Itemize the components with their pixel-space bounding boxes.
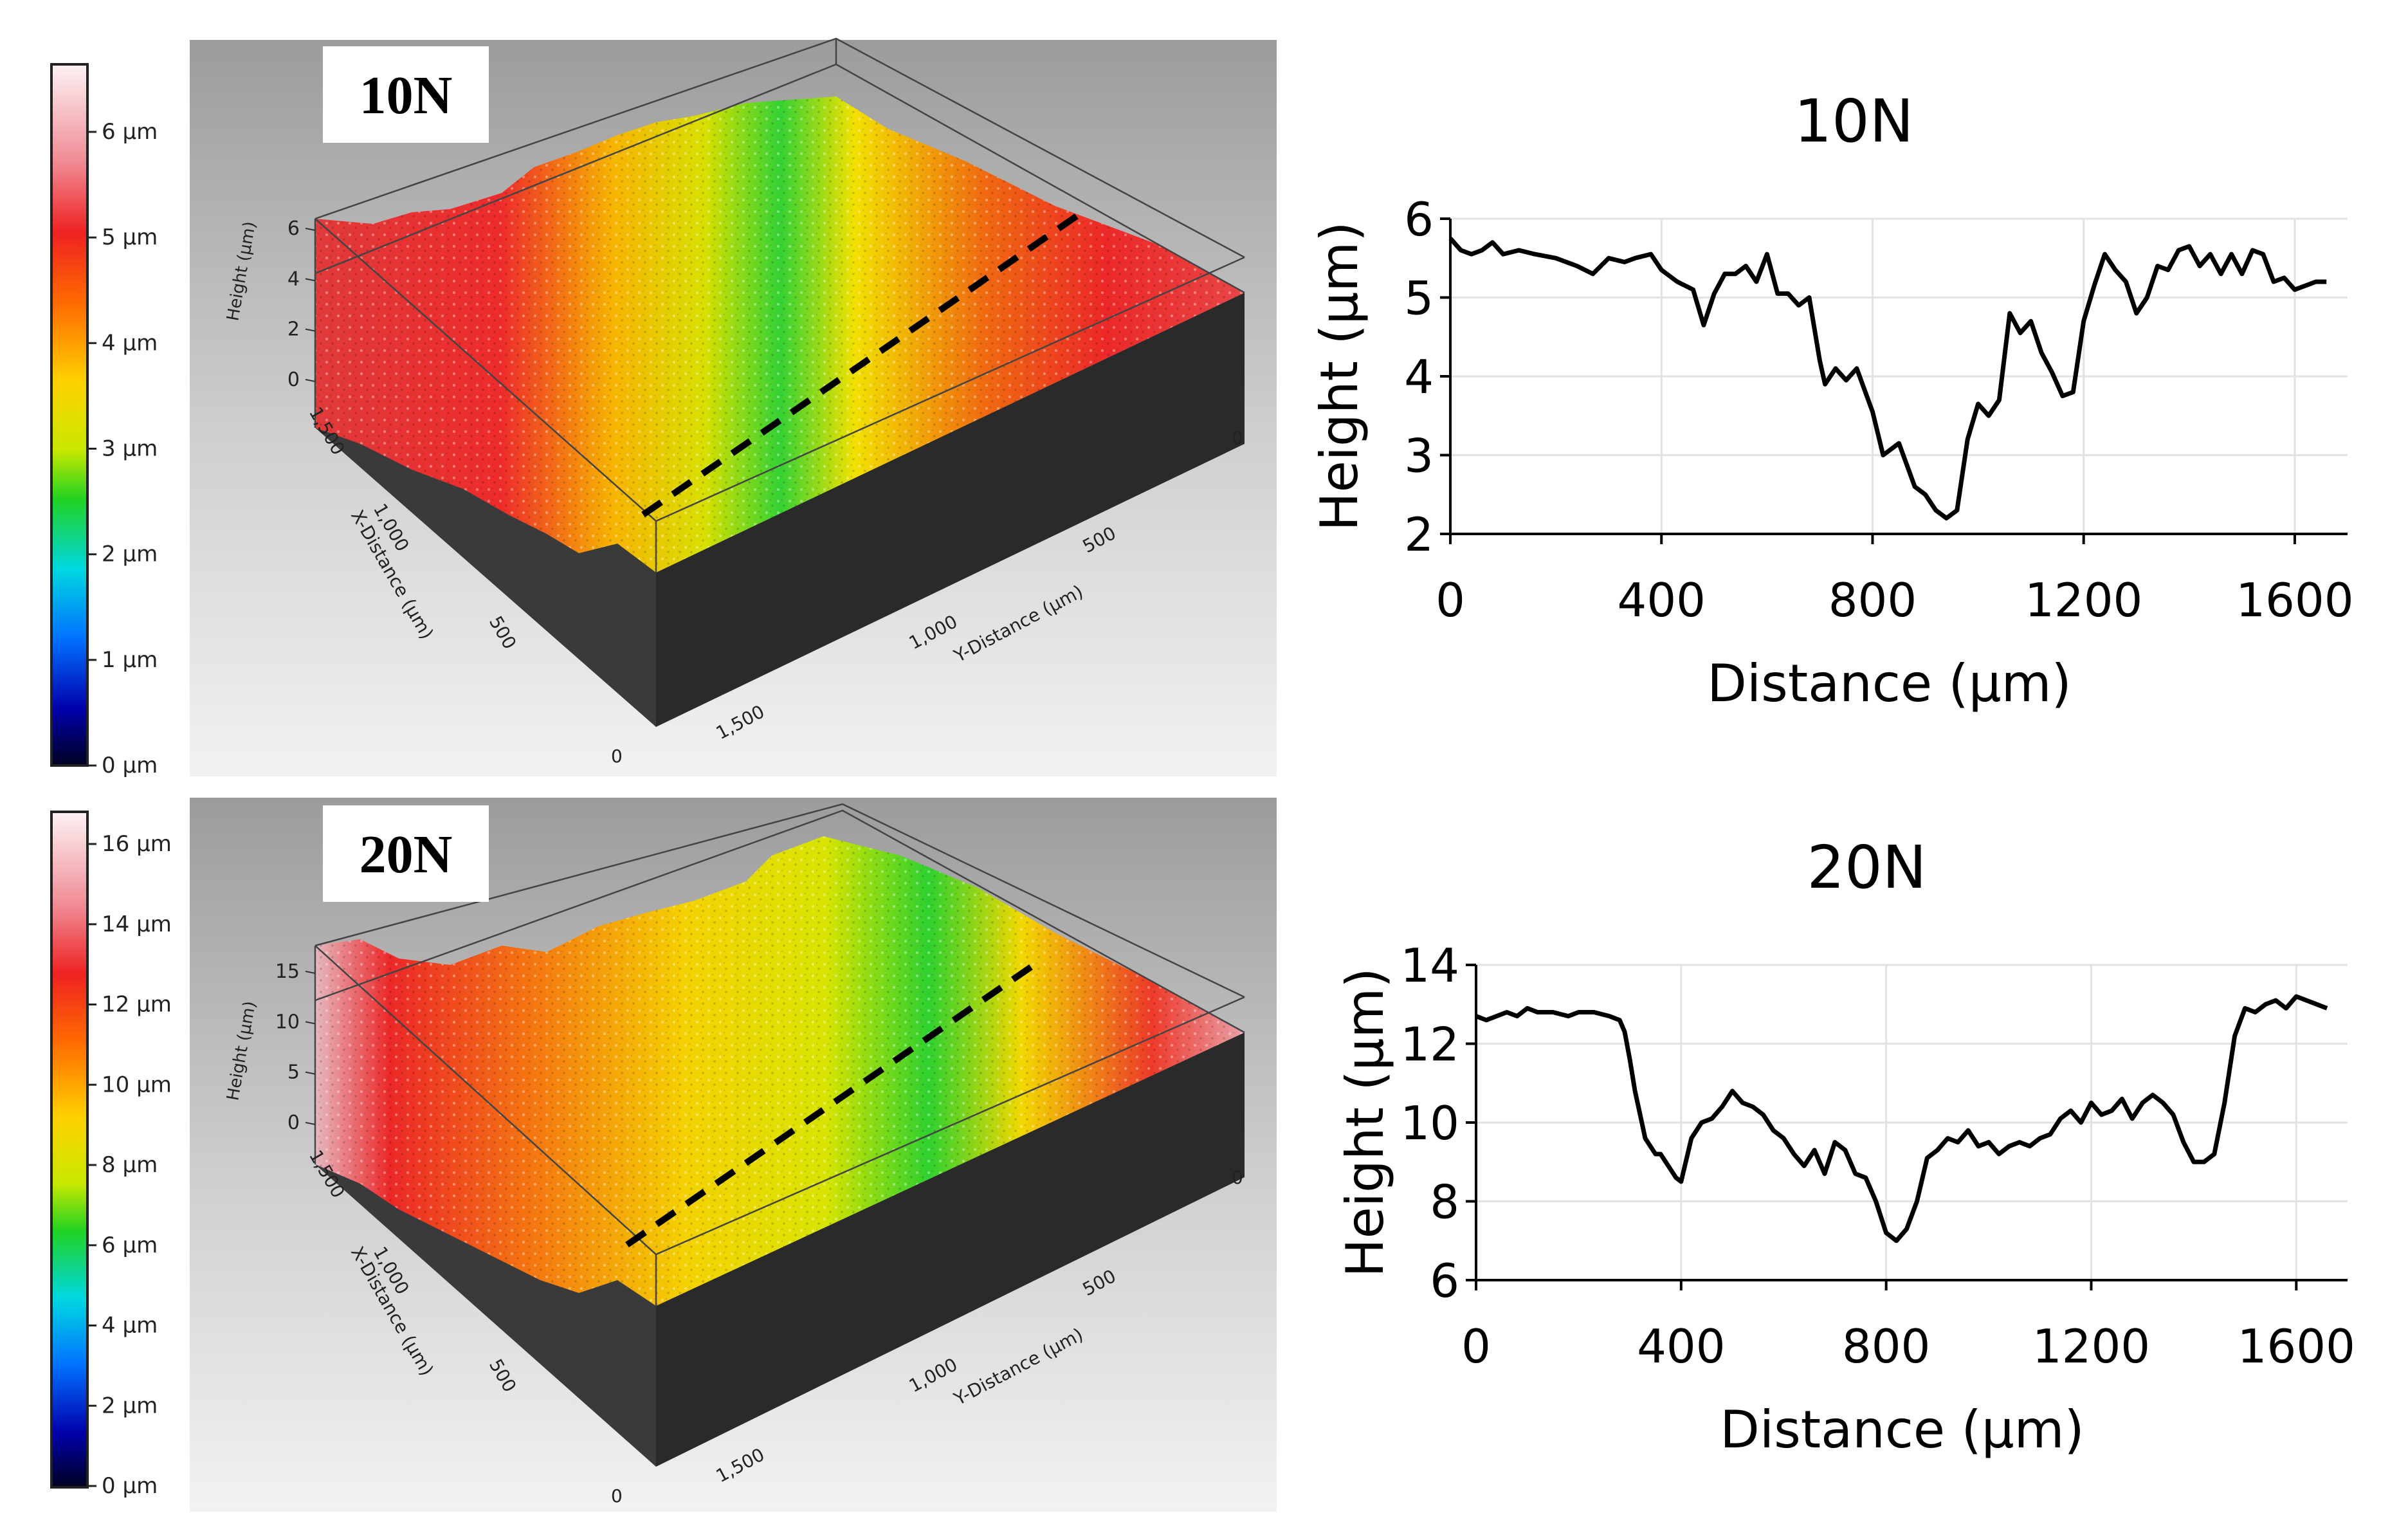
p10n-height-profile-line bbox=[1448, 237, 2327, 520]
p10n-colorbar-tick-label: 3 µm bbox=[102, 436, 158, 462]
p20n-colorbar-tick-label: 4 µm bbox=[102, 1313, 158, 1339]
p20n-height-tick-label: 10 bbox=[275, 1011, 300, 1033]
p20n-x-tick-label: 1200 bbox=[2032, 1319, 2150, 1373]
p10n-colorbar-tick-label: 5 µm bbox=[102, 225, 158, 250]
p20n-colorbar-tick-label: 16 µm bbox=[102, 831, 172, 857]
p20n-colorbar-tick-label: 0 µm bbox=[102, 1473, 158, 1499]
p20n-height-profile-line bbox=[1475, 994, 2328, 1243]
p20n-x-tick-label: 1600 bbox=[2238, 1319, 2355, 1373]
corner-zero-left-10n: 0 bbox=[611, 746, 623, 767]
panel-10n-colorbar: 6 µm 5 µm 4 µm 3 µm 2 µm 1 µm 0 µm bbox=[50, 63, 158, 778]
panel-label-20n: 20N bbox=[360, 825, 453, 885]
p20n-y-tick-label: 8 bbox=[1430, 1175, 1459, 1229]
p20n-height-tick-label: 15 bbox=[275, 960, 300, 983]
p10n-colorbar-tick-label: 4 µm bbox=[102, 330, 158, 356]
p10n-height-tick-label: 0 bbox=[287, 369, 300, 391]
p10n-y-tick-label: 2 bbox=[1404, 508, 1434, 562]
corner-zero-left-20n: 0 bbox=[611, 1485, 623, 1507]
p10n-x-tick-label: 0 bbox=[1436, 573, 1465, 627]
profile-chart-10n: 10N 2 3 4 5 6 0 400 800 1200 1600 Distance (µm) Heig… bbox=[1309, 87, 2354, 713]
p10n-y-tick-label: 5 bbox=[1404, 271, 1434, 326]
p20n-colorbar-tick-label: 10 µm bbox=[102, 1072, 172, 1097]
p20n-x-tick-label: 400 bbox=[1637, 1319, 1725, 1373]
p10n-colorbar-tick-label: 0 µm bbox=[102, 753, 158, 778]
p20n-x-tick-label: 0 bbox=[1461, 1319, 1491, 1373]
p20n-height-tick-mark bbox=[305, 1122, 316, 1125]
p10n-y-tick-label: 3 bbox=[1404, 429, 1434, 483]
p10n-height-tick-label: 2 bbox=[287, 318, 300, 341]
p10n-chart-title: 10N bbox=[1794, 87, 1914, 156]
p20n-height-tick-mark bbox=[305, 1021, 316, 1025]
p20n-height-tick-mark bbox=[305, 971, 316, 974]
p20n-x-tick-label: 800 bbox=[1842, 1319, 1930, 1373]
p10n-colorbar-tick-label: 6 µm bbox=[102, 119, 158, 145]
p10n-height-tick-mark bbox=[305, 278, 316, 282]
p20n-y-tick-label: 14 bbox=[1400, 939, 1459, 993]
p10n-x-tick-label: 1600 bbox=[2236, 573, 2353, 627]
p20n-colorbar-tick-label: 2 µm bbox=[102, 1393, 158, 1418]
p10n-height-tick-mark bbox=[305, 328, 316, 332]
profile-chart-20n: 20N 6 8 10 12 14 0 400 800 1200 1600 Distance (µm) H… bbox=[1335, 833, 2355, 1460]
p20n-y-tick-label: 10 bbox=[1400, 1096, 1459, 1150]
p10n-x-tick-label: 1200 bbox=[2025, 573, 2142, 627]
p20n-height-tick-label: 0 bbox=[287, 1112, 300, 1134]
p10n-y-tick-label: 4 bbox=[1404, 350, 1434, 404]
p10n-y-axis-label: Height (µm) bbox=[1309, 221, 1369, 531]
panel-20n-colorbar: 16 µm 14 µm 12 µm 10 µm 8 µm 6 µm 4 µm 2 µm 0 µm bbox=[50, 811, 172, 1499]
p20n-colorbar-tick-label: 8 µm bbox=[102, 1152, 158, 1178]
p20n-colorbar-tick-label: 6 µm bbox=[102, 1233, 158, 1258]
p10n-y-tick-label: 6 bbox=[1404, 192, 1434, 246]
p10n-height-tick-mark bbox=[305, 228, 316, 231]
p10n-colorbar-tick-label: 2 µm bbox=[102, 542, 158, 567]
p10n-x-tick-label: 800 bbox=[1829, 573, 1917, 627]
panel-label-10n: 10N bbox=[360, 66, 453, 125]
p10n-colorbar-tick-label: 1 µm bbox=[102, 647, 158, 673]
p10n-height-tick-mark bbox=[305, 379, 316, 382]
p10n-height-tick-label: 4 bbox=[287, 268, 300, 290]
p10n-height-tick-label: 6 bbox=[287, 217, 300, 240]
p20n-height-tick-label: 5 bbox=[287, 1061, 300, 1084]
p20n-x-axis-label: Distance (µm) bbox=[1720, 1400, 2084, 1460]
corner-zero-right-10n: 0 bbox=[1232, 427, 1243, 448]
p20n-y-tick-label: 6 bbox=[1430, 1254, 1459, 1308]
p20n-colorbar-tick-label: 14 µm bbox=[102, 912, 172, 937]
p10n-x-tick-label: 400 bbox=[1618, 573, 1706, 627]
p20n-y-axis-label: Height (µm) bbox=[1335, 967, 1395, 1277]
p20n-chart-title: 20N bbox=[1807, 833, 1927, 902]
p20n-height-tick-mark bbox=[305, 1071, 316, 1075]
profile-line-20n bbox=[625, 958, 1041, 1248]
p10n-x-axis-label: Distance (µm) bbox=[1707, 654, 2071, 713]
profile-line-10n bbox=[641, 206, 1089, 518]
p20n-colorbar-tick-label: 12 µm bbox=[102, 992, 172, 1018]
corner-zero-right-20n: 0 bbox=[1232, 1167, 1243, 1188]
p20n-y-tick-label: 12 bbox=[1400, 1018, 1459, 1072]
